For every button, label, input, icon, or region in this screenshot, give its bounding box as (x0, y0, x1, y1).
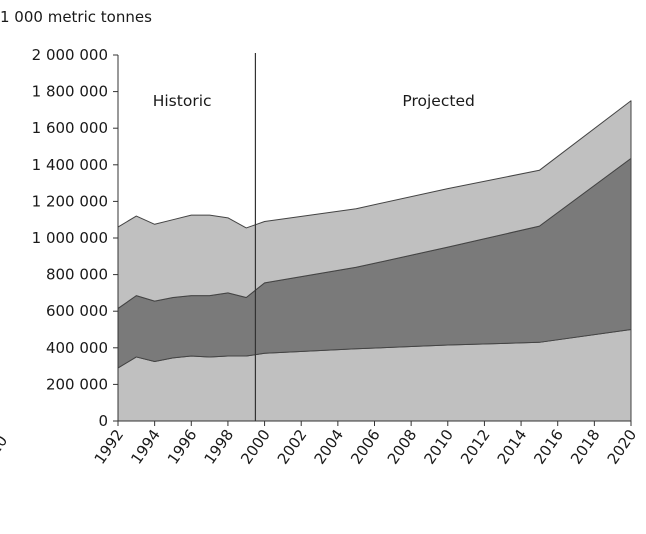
y-unit-label: 1 000 metric tonnes (0, 8, 152, 26)
x-tick-label: 2006 (347, 426, 384, 468)
annotation-projected: Projected (402, 92, 474, 110)
x-tick-label: 2020 (604, 426, 641, 468)
x-tick-label: 1996 (164, 426, 201, 468)
y-tick-label: 1 000 000 (32, 229, 108, 247)
clipped-x-tick-label: 20 (0, 432, 11, 458)
x-tick-label: 2000 (237, 426, 274, 468)
y-tick-label: 1 200 000 (32, 192, 108, 210)
x-tick-label: 2010 (420, 426, 457, 468)
x-tick-group: 1992 1994 1996 1998 2000 2002 2004 2006 2008 2010… (91, 421, 641, 468)
y-tick-label: 2 000 000 (32, 46, 108, 64)
y-tick-label: 1 800 000 (32, 83, 108, 101)
y-tick-label: 800 000 (46, 266, 108, 284)
x-tick-label: 2014 (494, 426, 531, 468)
x-tick-label: 2008 (384, 426, 421, 468)
x-tick-label: 2016 (530, 426, 567, 468)
x-tick-label: 1998 (201, 426, 238, 468)
x-tick-label: 1994 (127, 426, 164, 468)
annotation-historic: Historic (153, 92, 212, 110)
x-tick-label: 2012 (457, 426, 494, 468)
y-tick-label: 1 400 000 (32, 156, 108, 174)
y-tick-label: 200 000 (46, 375, 108, 393)
y-tick-label: 0 (98, 412, 108, 430)
y-tick-label: 600 000 (46, 302, 108, 320)
y-tick-group: 0 200 000 400 000 600 000 800 000 1 000 000 1 … (32, 46, 118, 430)
annotation-group: Historic Projected (153, 92, 475, 110)
x-tick-label: 2018 (567, 426, 604, 468)
y-tick-label: 1 600 000 (32, 119, 108, 137)
x-tick-label: 2004 (310, 426, 347, 468)
area-series-group (118, 101, 631, 421)
y-tick-label: 400 000 (46, 339, 108, 357)
x-tick-label: 1992 (91, 426, 128, 468)
x-tick-label: 2002 (274, 426, 311, 468)
